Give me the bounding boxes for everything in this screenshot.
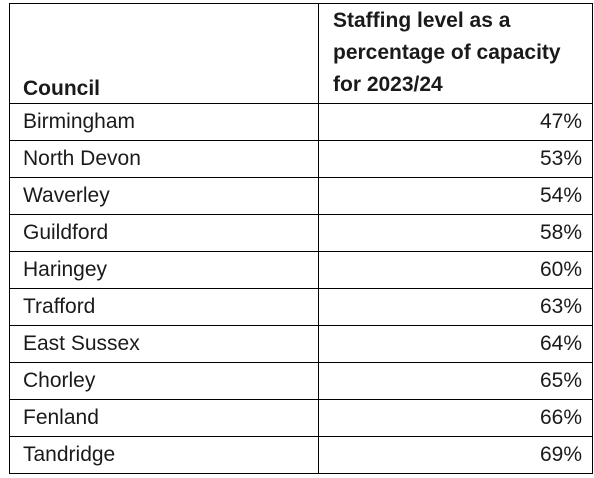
council-name: Birmingham — [9, 103, 319, 141]
staffing-value: 63% — [318, 288, 593, 326]
table-row: North Devon 53% — [9, 140, 593, 178]
header-staffing-level: Staffing level as a percentage of capaci… — [318, 3, 593, 104]
staffing-value: 54% — [318, 177, 593, 215]
table-row: Birmingham 47% — [9, 103, 593, 141]
council-name: Trafford — [9, 288, 319, 326]
header-council: Council — [9, 3, 319, 104]
header-row: Council Staffing level as a percentage o… — [9, 3, 593, 104]
table-row: Guildford 58% — [9, 214, 593, 252]
council-name: Guildford — [9, 214, 319, 252]
table-row: Haringey 60% — [9, 251, 593, 289]
council-name: Chorley — [9, 362, 319, 400]
staffing-value: 66% — [318, 399, 593, 437]
staffing-value: 69% — [318, 436, 593, 474]
council-name: Tandridge — [9, 436, 319, 474]
staffing-value: 65% — [318, 362, 593, 400]
table-row: East Sussex 64% — [9, 325, 593, 363]
council-name: Waverley — [9, 177, 319, 215]
staffing-value: 64% — [318, 325, 593, 363]
council-name: Fenland — [9, 399, 319, 437]
staffing-value: 58% — [318, 214, 593, 252]
council-name: North Devon — [9, 140, 319, 178]
table-row: Tandridge 69% — [9, 436, 593, 474]
staffing-table: Council Staffing level as a percentage o… — [9, 3, 593, 474]
table-row: Waverley 54% — [9, 177, 593, 215]
council-name: Haringey — [9, 251, 319, 289]
table-row: Chorley 65% — [9, 362, 593, 400]
staffing-value: 60% — [318, 251, 593, 289]
staffing-value: 53% — [318, 140, 593, 178]
staffing-value: 47% — [318, 103, 593, 141]
table-row: Fenland 66% — [9, 399, 593, 437]
council-name: East Sussex — [9, 325, 319, 363]
table-row: Trafford 63% — [9, 288, 593, 326]
